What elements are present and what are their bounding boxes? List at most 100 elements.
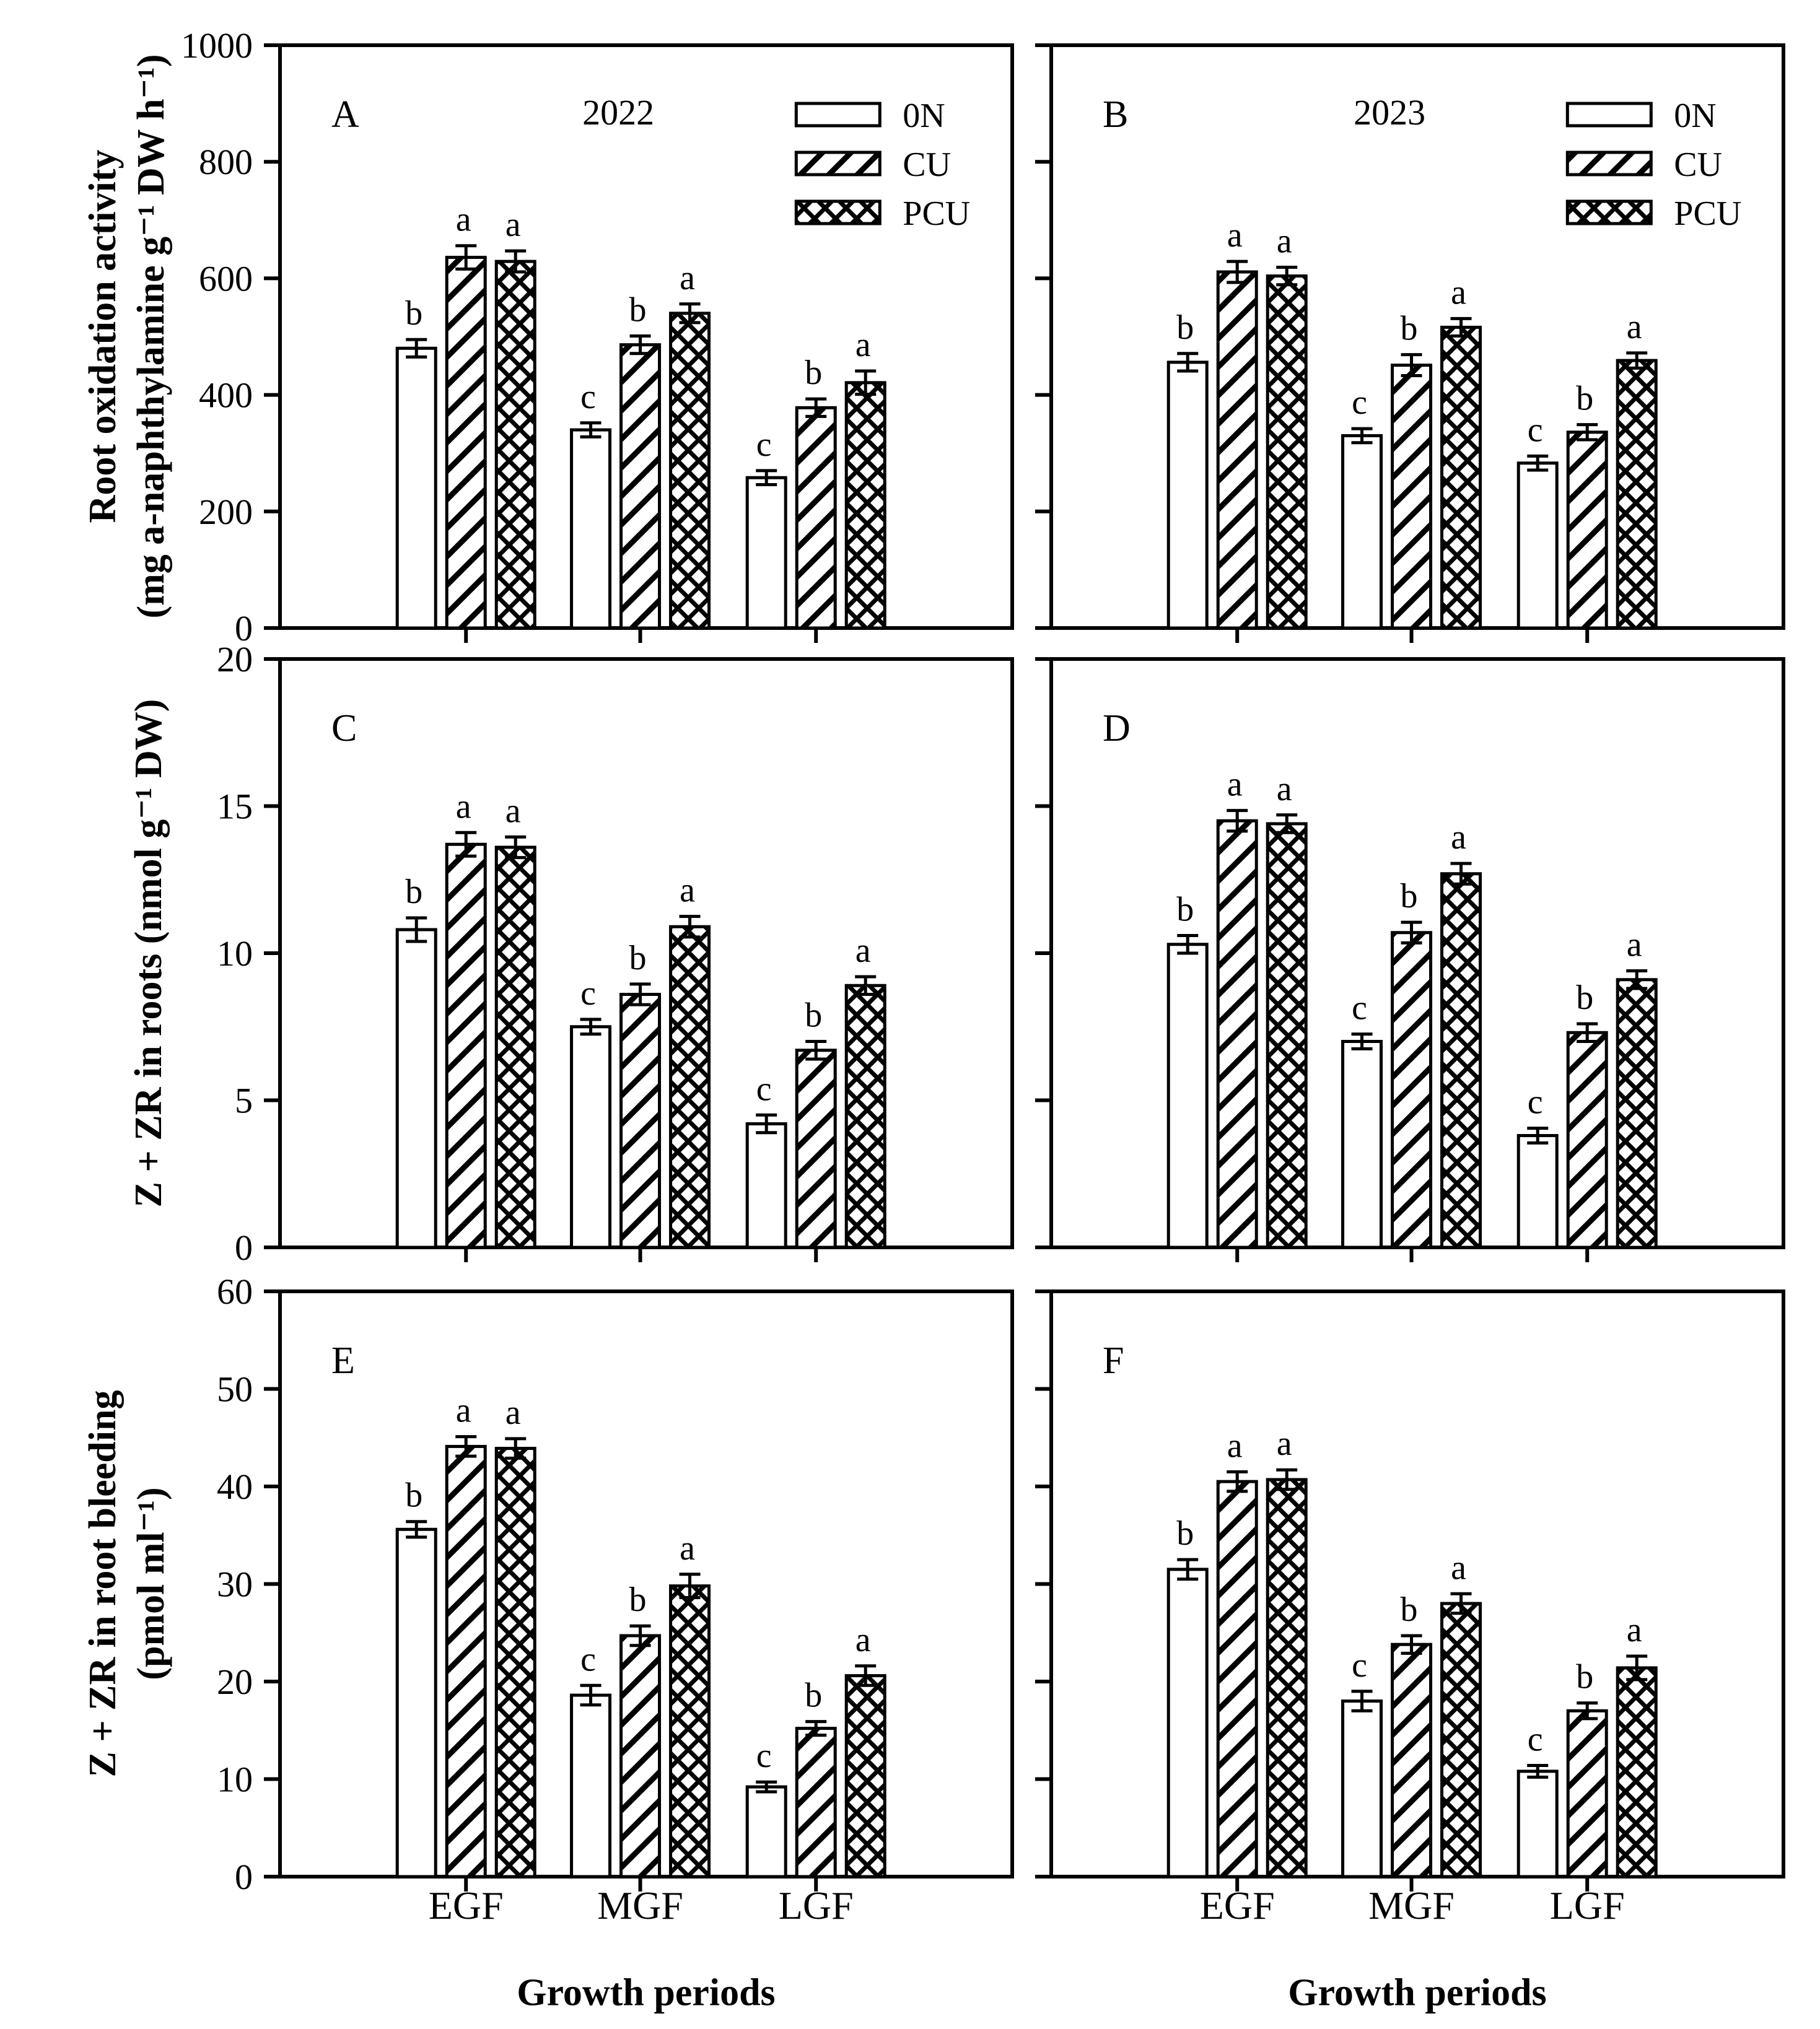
significance-letter: a bbox=[456, 201, 471, 239]
significance-letter: b bbox=[805, 997, 822, 1035]
significance-letter: c bbox=[756, 1070, 772, 1108]
y-tick-label: 20 bbox=[217, 647, 253, 679]
bar bbox=[445, 842, 487, 1249]
significance-letter: a bbox=[680, 259, 695, 297]
y-tick-label: 60 bbox=[217, 1276, 253, 1312]
bar bbox=[445, 1444, 487, 1878]
panel-letter: C bbox=[331, 707, 357, 749]
panel-letter: A bbox=[331, 94, 359, 136]
bar bbox=[1166, 943, 1209, 1249]
crosshatch-icon bbox=[794, 199, 882, 225]
significance-letter: c bbox=[580, 974, 596, 1013]
y-tick-label: 15 bbox=[217, 787, 253, 827]
bar bbox=[619, 343, 662, 630]
significance-letter: c bbox=[1352, 1646, 1367, 1685]
bar bbox=[570, 1025, 612, 1249]
bar bbox=[1266, 822, 1308, 1249]
significance-letter: b bbox=[805, 354, 822, 392]
panel-letter: E bbox=[331, 1340, 355, 1382]
diagonal-hatch-icon bbox=[1565, 151, 1653, 177]
y-tick-label: 50 bbox=[217, 1369, 253, 1410]
y-axis-title-row1-line1: Root oxidation activity bbox=[82, 149, 124, 523]
significance-letter: b bbox=[1401, 877, 1418, 915]
bar bbox=[619, 993, 662, 1249]
bar bbox=[494, 1447, 536, 1878]
significance-letter: a bbox=[1227, 766, 1243, 804]
significance-letter: b bbox=[405, 873, 422, 911]
bar bbox=[1391, 364, 1433, 630]
bar bbox=[570, 428, 612, 630]
y-tick-label: 600 bbox=[199, 258, 253, 299]
bar bbox=[1166, 360, 1209, 630]
significance-letter: a bbox=[1277, 222, 1292, 261]
y-tick-label: 800 bbox=[199, 142, 253, 182]
bar bbox=[395, 346, 437, 630]
x-tick-label: MGF bbox=[1368, 1883, 1455, 1927]
significance-letter: a bbox=[505, 1394, 521, 1432]
bar bbox=[1266, 274, 1308, 630]
legend-label: 0N bbox=[903, 97, 945, 135]
y-tick-label: 1000 bbox=[181, 25, 253, 66]
legend-label: 0N bbox=[1674, 97, 1716, 135]
bar bbox=[1216, 270, 1258, 630]
significance-letter: b bbox=[1176, 891, 1194, 929]
bar bbox=[1566, 430, 1608, 630]
y-tick-label: 40 bbox=[217, 1467, 253, 1507]
significance-letter: a bbox=[1627, 926, 1642, 964]
significance-letter: c bbox=[1352, 989, 1367, 1028]
bar bbox=[745, 1785, 787, 1878]
legend-label: PCU bbox=[903, 194, 970, 233]
x-tick-label: LGF bbox=[779, 1883, 854, 1927]
significance-letter: b bbox=[405, 294, 422, 333]
bar bbox=[445, 256, 487, 630]
bar bbox=[1516, 461, 1559, 630]
white-rect-icon bbox=[794, 102, 882, 128]
significance-letter: a bbox=[1227, 216, 1243, 255]
bar bbox=[795, 1049, 837, 1249]
bar bbox=[669, 925, 711, 1249]
year-label: 2023 bbox=[1354, 92, 1425, 133]
bar bbox=[1341, 1040, 1383, 1249]
significance-letter: c bbox=[756, 1737, 772, 1775]
significance-letter: b bbox=[1401, 310, 1418, 348]
significance-letter: c bbox=[1352, 383, 1367, 422]
bar bbox=[1341, 1700, 1383, 1878]
y-tick-label: 0 bbox=[235, 1857, 253, 1897]
significance-letter: b bbox=[1176, 1514, 1194, 1553]
significance-letter: a bbox=[855, 932, 871, 970]
significance-letter: b bbox=[1576, 979, 1593, 1017]
year-label: 2022 bbox=[582, 92, 654, 133]
significance-letter: a bbox=[505, 206, 521, 244]
significance-letter: b bbox=[1401, 1590, 1418, 1629]
bar bbox=[1391, 1643, 1433, 1878]
significance-letter: a bbox=[680, 1529, 695, 1568]
significance-letter: c bbox=[1528, 1083, 1543, 1122]
y-tick-label: 5 bbox=[235, 1081, 253, 1121]
y-axis-title-row3-line1: Z + ZR in root bleeding bbox=[82, 1390, 124, 1778]
bar bbox=[1616, 359, 1658, 630]
significance-letter: c bbox=[580, 378, 596, 416]
significance-letter: b bbox=[1576, 380, 1593, 418]
x-tick-label: MGF bbox=[597, 1883, 683, 1927]
legend-label: CU bbox=[903, 146, 951, 184]
x-tick-label: LGF bbox=[1550, 1883, 1625, 1927]
significance-letter: a bbox=[505, 792, 521, 830]
y-tick-label: 30 bbox=[217, 1564, 253, 1605]
y-tick-label: 0 bbox=[235, 1228, 253, 1268]
significance-letter: b bbox=[405, 1477, 422, 1515]
bar bbox=[1216, 819, 1258, 1249]
significance-letter: b bbox=[629, 939, 647, 977]
bar bbox=[745, 476, 787, 630]
y-tick-label: 20 bbox=[217, 1662, 253, 1702]
bar bbox=[1616, 1666, 1658, 1878]
white-rect-icon bbox=[1565, 102, 1653, 128]
bar bbox=[844, 381, 886, 630]
bar bbox=[1566, 1031, 1608, 1249]
bar bbox=[1216, 1480, 1258, 1878]
legend-label: CU bbox=[1674, 146, 1722, 184]
